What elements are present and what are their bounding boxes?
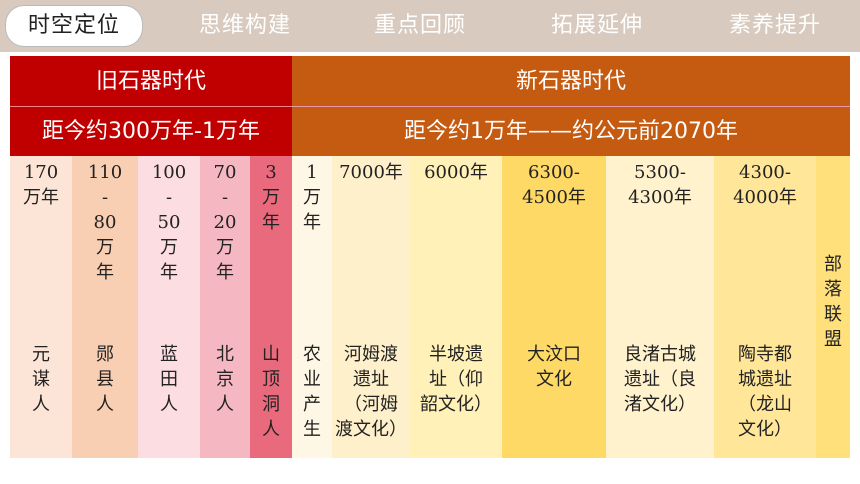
paleolithic-header: 旧石器时代 距今约300万年-1万年 [10, 56, 292, 156]
column-date: 4300- 4000年 [733, 162, 797, 208]
column-date: 6300- 4500年 [522, 162, 586, 208]
neolithic-range: 距今约1万年——约公元前2070年 [404, 119, 738, 144]
tab-review[interactable]: 重点回顾 [373, 13, 466, 38]
column-date: 100 - 50 万 年 [151, 162, 187, 283]
tab-extension[interactable]: 拓展延伸 [550, 13, 643, 38]
column-date: 70 - 20 万 年 [213, 162, 237, 283]
column-site: 农 业 产 生 [303, 344, 321, 440]
column-site: 郧 县 人 [96, 344, 114, 415]
tab-thinking[interactable]: 思维构建 [198, 13, 291, 38]
side-label: 部 落 联 盟 [824, 254, 842, 350]
top-nav-bar: 时空定位 思维构建 重点回顾 拓展延伸 素养提升 [0, 0, 860, 52]
column-dawenkou: 6300- 4500年 大汶口 文化 [502, 156, 606, 458]
column-date: 7000年 [339, 162, 403, 183]
column-liangzhu: 5300- 4300年 良渚古城 遗址（良 渚文化） [606, 156, 714, 458]
column-hemudu: 7000年 河姆渡 遗址 （河姆 渡文化） [332, 156, 410, 458]
column-yunxian: 110 - 80 万 年 郧 县 人 [72, 156, 138, 458]
column-site: 蓝 田 人 [160, 344, 178, 415]
column-site: 北 京 人 [216, 344, 234, 415]
column-agriculture: 1 万 年 农 业 产 生 [292, 156, 332, 458]
column-site: 山 顶 洞 人 [262, 344, 280, 440]
neolithic-header: 新石器时代 距今约1万年——约公元前2070年 [292, 56, 850, 156]
paleolithic-range: 距今约300万年-1万年 [42, 119, 260, 144]
column-site: 大汶口 文化 [527, 344, 581, 390]
column-site: 半坡遗 址（仰 韶文化） [420, 344, 492, 415]
tab-literacy[interactable]: 素养提升 [728, 13, 821, 38]
column-site: 良渚古城 遗址（良 渚文化） [624, 344, 696, 415]
column-date: 170 万年 [23, 162, 59, 208]
tab-time-space[interactable]: 时空定位 [6, 6, 142, 46]
column-taosi: 4300- 4000年 陶寺都 城遗址 （龙山 文化） [714, 156, 816, 458]
neolithic-title: 新石器时代 [515, 69, 626, 94]
column-date: 6000年 [424, 162, 488, 183]
column-lantian: 100 - 50 万 年 蓝 田 人 [138, 156, 200, 458]
column-site: 元 谋 人 [32, 344, 50, 415]
paleolithic-title: 旧石器时代 [95, 69, 206, 94]
column-yuanmou: 170 万年 元 谋 人 [10, 156, 72, 458]
column-banpo: 6000年 半坡遗 址（仰 韶文化） [410, 156, 502, 458]
column-shandingdong: 3 万 年 山 顶 洞 人 [250, 156, 292, 458]
column-date: 5300- 4300年 [628, 162, 692, 208]
column-date: 110 - 80 万 年 [87, 162, 123, 283]
column-date: 3 万 年 [262, 162, 280, 233]
column-site: 陶寺都 城遗址 （龙山 文化） [738, 344, 792, 440]
column-tribal-alliance: 部 落 联 盟 [816, 156, 850, 458]
column-beijing: 70 - 20 万 年 北 京 人 [200, 156, 250, 458]
column-date: 1 万 年 [303, 162, 321, 233]
column-site: 河姆渡 遗址 （河姆 渡文化） [335, 344, 407, 440]
